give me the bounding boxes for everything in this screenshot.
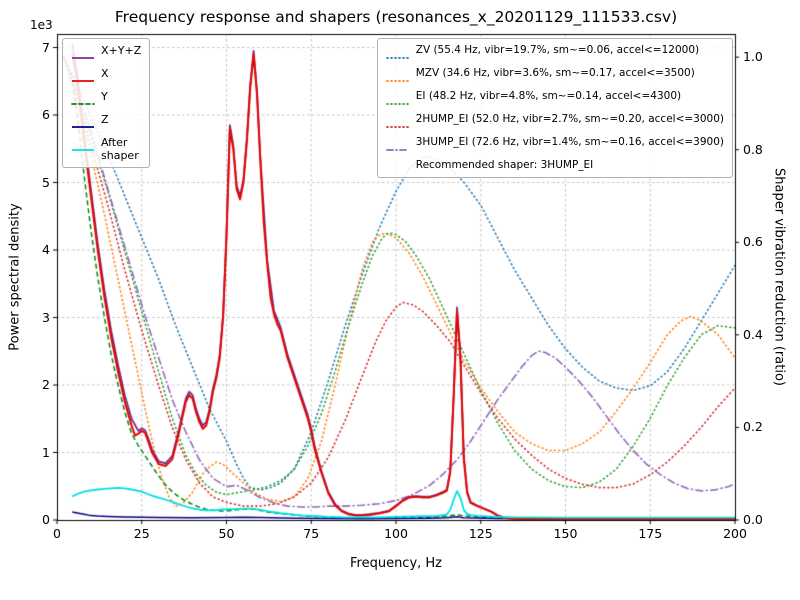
legend-shapers: ZV (55.4 Hz, vibr=19.7%, sm~=0.06, accel… bbox=[376, 38, 733, 178]
legend-entry: After shaper bbox=[71, 136, 141, 162]
legend-entry: X+Y+Z bbox=[71, 44, 141, 66]
legend-entry: Z bbox=[71, 113, 141, 135]
legend-entry: Y bbox=[71, 90, 141, 112]
legend-line-sample bbox=[385, 149, 410, 151]
legend-entry-label: EI (48.2 Hz, vibr=4.8%, sm~=0.14, accel<… bbox=[415, 90, 682, 102]
x-axis-label: Frequency, Hz bbox=[349, 556, 443, 571]
legend-line-sample bbox=[72, 126, 94, 128]
y-axis-left-label: Power spectral density bbox=[7, 203, 23, 351]
legend-entry: X bbox=[71, 67, 141, 89]
x-tick-label: 50 bbox=[218, 526, 235, 541]
legend-line-sample bbox=[385, 80, 410, 82]
x-tick-label: 175 bbox=[638, 526, 663, 541]
legend-line-sample bbox=[72, 80, 94, 82]
legend-line-sample bbox=[72, 149, 94, 151]
y-left-tick-label: 1 bbox=[42, 444, 50, 460]
recommended-shaper-note: Recommended shaper: 3HUMP_EI bbox=[415, 159, 594, 171]
y-right-tick-label: 0.4 bbox=[743, 326, 763, 342]
y-right-tick-label: 0.2 bbox=[743, 419, 763, 435]
x-tick-label: 150 bbox=[553, 526, 578, 541]
y-right-tick-label: 0.8 bbox=[743, 141, 763, 157]
y-left-tick-label: 3 bbox=[42, 309, 50, 325]
legend-entry-label: 3HUMP_EI (72.6 Hz, vibr=1.4%, sm~=0.16, … bbox=[415, 136, 724, 148]
legend-line-sample bbox=[72, 57, 94, 59]
legend-line-sample bbox=[385, 57, 410, 59]
legend-line-sample bbox=[385, 103, 410, 105]
x-tick-label: 200 bbox=[723, 526, 747, 541]
y-left-tick-label: 6 bbox=[42, 107, 50, 122]
legend-entry: EI (48.2 Hz, vibr=4.8%, sm~=0.14, accel<… bbox=[385, 90, 724, 112]
y-right-tick-label: 0.6 bbox=[743, 234, 763, 250]
legend-entry: 2HUMP_EI (52.0 Hz, vibr=2.7%, sm~=0.20, … bbox=[385, 113, 724, 135]
y-axis-right-label: Shaper vibration reduction (ratio) bbox=[771, 168, 787, 386]
legend-entry-label: After shaper bbox=[101, 136, 139, 162]
legend-entry: ZV (55.4 Hz, vibr=19.7%, sm~=0.06, accel… bbox=[385, 44, 724, 66]
legend-entry-label: X+Y+Z bbox=[101, 44, 142, 57]
y-right-tick-label: 0.0 bbox=[743, 512, 763, 527]
legend-shapers-entries: ZV (55.4 Hz, vibr=19.7%, sm~=0.06, accel… bbox=[385, 44, 724, 158]
legend-entry-label: 2HUMP_EI (52.0 Hz, vibr=2.7%, sm~=0.20, … bbox=[415, 113, 724, 125]
y-left-tick-label: 0 bbox=[42, 512, 50, 527]
x-tick-label: 0 bbox=[53, 526, 61, 541]
legend-entry: 3HUMP_EI (72.6 Hz, vibr=1.4%, sm~=0.16, … bbox=[385, 136, 724, 158]
chart-title: Frequency response and shapers (resonanc… bbox=[114, 8, 678, 26]
y-axis-offset-label: 1e3 bbox=[30, 18, 53, 32]
legend-psd: X+Y+Z X Y Z After shaper bbox=[62, 38, 151, 168]
legend-entry-label: Y bbox=[101, 90, 108, 103]
legend-line-sample bbox=[385, 126, 410, 128]
y-left-tick-label: 7 bbox=[42, 39, 50, 55]
y-left-tick-label: 2 bbox=[42, 377, 50, 392]
y-left-tick-label: 5 bbox=[42, 174, 50, 190]
x-tick-label: 125 bbox=[468, 526, 493, 541]
legend-entry-label: Z bbox=[101, 113, 109, 126]
x-tick-label: 75 bbox=[303, 526, 320, 541]
legend-entry: MZV (34.6 Hz, vibr=3.6%, sm~=0.17, accel… bbox=[385, 67, 724, 89]
legend-entry-label: X bbox=[101, 67, 109, 80]
legend-entry-label: MZV (34.6 Hz, vibr=3.6%, sm~=0.17, accel… bbox=[415, 67, 695, 79]
legend-entry-label: ZV (55.4 Hz, vibr=19.7%, sm~=0.06, accel… bbox=[415, 44, 700, 56]
y-right-tick-label: 1.0 bbox=[743, 49, 763, 65]
legend-line-sample bbox=[71, 103, 95, 105]
x-tick-label: 25 bbox=[133, 526, 150, 541]
y-left-tick-label: 4 bbox=[42, 242, 50, 257]
x-tick-label: 100 bbox=[384, 526, 408, 541]
